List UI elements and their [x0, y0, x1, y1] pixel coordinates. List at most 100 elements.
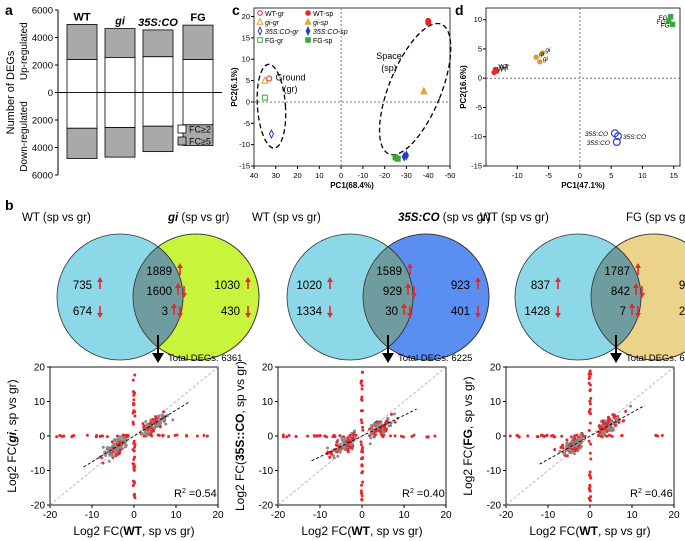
point-gray — [558, 449, 562, 453]
y-title-bold: gi — [5, 431, 19, 443]
x-title-suffix: , sp vs gr) — [598, 524, 651, 538]
category-label: 35S:CO — [138, 17, 178, 29]
point-red — [426, 435, 430, 439]
point-red — [410, 434, 414, 438]
venn-mid-bot: 30 — [385, 306, 398, 318]
point-label: FG — [659, 15, 668, 22]
point-red — [564, 454, 568, 458]
point-red — [325, 435, 329, 439]
point-red — [154, 417, 158, 421]
legend-swatch-fc2 — [177, 124, 187, 134]
up-arrow-head — [175, 283, 181, 288]
regression-line — [83, 401, 189, 468]
venn-right-up: 923 — [451, 280, 470, 292]
y-label-down: Down-regulated — [19, 101, 30, 172]
point-red — [607, 433, 611, 437]
point-gray — [580, 436, 584, 440]
x-axis-title: Log2 FC(WT, sp vs gr) — [301, 524, 422, 538]
point-red — [328, 455, 332, 459]
x-title-bold: WT — [579, 524, 598, 538]
point-gray — [369, 436, 373, 440]
point-red — [588, 470, 592, 474]
y-title-suffix: , sp vs gr) — [233, 361, 247, 414]
panel-label-c: c — [232, 2, 240, 18]
y-tick-label: -10 — [471, 132, 482, 141]
y-tick-label: -20 — [31, 501, 46, 512]
x-title-prefix: Log2 FC( — [73, 524, 123, 538]
point-label: FG — [657, 19, 666, 26]
up-arrow-head — [171, 303, 177, 308]
point-gray — [572, 452, 576, 456]
venn-title-right-suffix: (sp vs gr) — [440, 212, 491, 224]
point-red — [156, 433, 160, 437]
venn-title-right: FG (sp vs gr) — [626, 212, 685, 224]
point-red — [359, 491, 363, 495]
point-red — [589, 396, 593, 400]
point-gray — [566, 442, 570, 446]
x-tick-label: -30 — [401, 171, 412, 180]
venn-title-right-name: gi — [167, 212, 179, 224]
x-tick-label: -10 — [85, 510, 100, 521]
point-gray — [567, 448, 571, 452]
bar-up-fc2 — [142, 29, 174, 58]
x-tick-label: 10 — [170, 510, 182, 521]
point-red — [100, 434, 104, 438]
point-red — [346, 449, 350, 453]
point-red — [597, 433, 601, 437]
point-red — [536, 435, 540, 439]
y-tick-label: 0 — [495, 432, 501, 443]
point-red — [588, 483, 592, 487]
venn-right-down: 430 — [221, 306, 240, 318]
point-gray — [171, 418, 175, 422]
bar-down-fc2 — [142, 125, 174, 153]
point-red — [360, 421, 364, 425]
data-point — [261, 75, 269, 84]
point-red — [561, 443, 565, 447]
point-red — [359, 489, 363, 493]
venn-left-up: 1020 — [296, 280, 322, 292]
y-tick-label: -5 — [243, 119, 250, 128]
point-red — [551, 433, 555, 437]
x-title-suffix: , sp vs gr) — [142, 524, 195, 538]
point-gray — [163, 418, 167, 422]
x-tick-label: 0 — [339, 171, 343, 180]
point-red — [115, 453, 119, 457]
point-red — [132, 493, 136, 497]
point-gray — [332, 456, 336, 460]
r-squared-prefix: R — [174, 488, 182, 500]
data-point — [669, 21, 676, 28]
r-squared: R2 =0.46 — [630, 488, 673, 500]
point-red — [573, 437, 577, 441]
point-red — [287, 434, 291, 438]
venn-right-up: 901 — [679, 280, 685, 292]
point-red — [542, 435, 546, 439]
point-gray — [392, 412, 396, 416]
x-tick-label: -20 — [271, 510, 286, 521]
point-gray — [157, 415, 161, 419]
point-gray — [144, 420, 148, 424]
data-point — [420, 86, 428, 95]
y-title-prefix: Log2 FC( — [233, 461, 247, 511]
point-gray — [349, 443, 353, 447]
point-gray — [570, 450, 574, 454]
x-tick-label: -40 — [423, 171, 434, 180]
venn-left-down: 674 — [73, 306, 93, 318]
venn-overlap — [363, 234, 414, 360]
point-red — [150, 434, 154, 438]
y-tick-label: 20 — [242, 12, 250, 21]
legend-marker — [304, 17, 312, 25]
pointer-head — [152, 353, 164, 363]
plot-frame — [253, 7, 451, 167]
legend-label-fc2: FC≥2 — [189, 125, 211, 135]
venn-left-down: 1334 — [296, 306, 322, 318]
point-gray — [124, 437, 128, 441]
x-tick-label: 0 — [587, 510, 593, 521]
identity-line — [505, 366, 675, 506]
down-arrow-head — [177, 313, 183, 318]
x-tick-label: -10 — [512, 171, 523, 180]
regression-line — [311, 408, 417, 462]
venn-right-up: 1030 — [214, 280, 240, 292]
point-gray — [338, 442, 342, 446]
identity-line — [277, 366, 447, 506]
